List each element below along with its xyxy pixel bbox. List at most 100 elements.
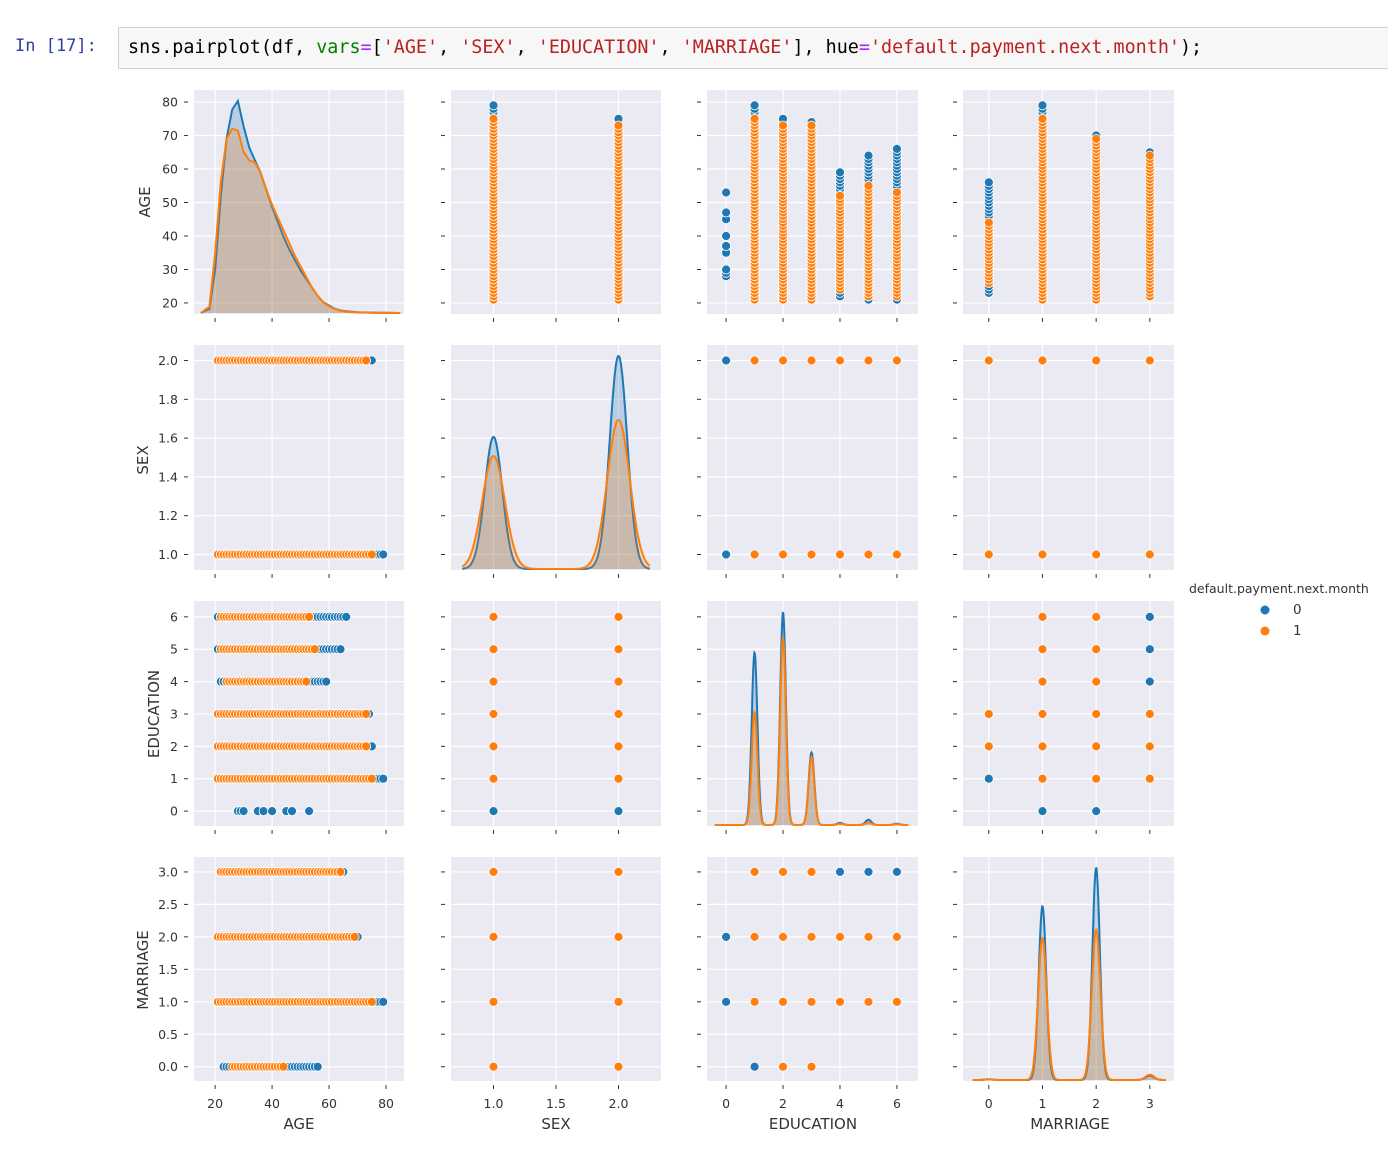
code-token-kw: vars: [316, 37, 361, 58]
scatter-point-class-1: [778, 120, 788, 131]
scatter-point-class-1: [983, 355, 994, 366]
scatter-point-class-0: [341, 612, 352, 622]
scatter-point-class-1: [488, 644, 499, 655]
panel-education-vs-sex: [441, 601, 661, 834]
x-tick-label: 1.0: [484, 1096, 504, 1111]
scatter-point-class-1: [278, 1061, 289, 1072]
panel-age-vs-education: [697, 90, 918, 322]
panel-marriage-vs-age: 20 40 60 80 0.0 0.5 1.0 1.5 2.0 2.5 3.0: [158, 857, 404, 1111]
code-token-str: 'AGE': [382, 37, 439, 58]
y-tick-label: 60: [162, 162, 178, 177]
code-input-cell[interactable]: sns.pairplot(df, vars=['AGE', 'SEX', 'ED…: [118, 27, 1388, 69]
y-tick-label: 2.0: [158, 929, 178, 944]
kde-fill-class-1: [200, 128, 401, 313]
scatter-point-class-1: [613, 120, 624, 131]
panel-background: [963, 345, 1174, 570]
scatter-point-class-1: [1037, 355, 1048, 366]
scatter-point-class-0: [488, 100, 499, 111]
panel-sex-vs-marriage: [953, 345, 1174, 578]
kde-line-class-1: [461, 418, 651, 570]
scatter-point-class-0: [721, 996, 731, 1007]
panel-age-vs-sex: [441, 90, 661, 322]
x-tick-label: 2: [779, 1096, 787, 1111]
scatter-point-class-1: [1037, 741, 1048, 752]
y-tick-label: 1.0: [158, 547, 178, 562]
scatter-point-class-0: [1037, 100, 1048, 111]
kde-fill-class-0: [462, 356, 650, 569]
code-token-op: =: [858, 37, 870, 58]
scatter-point-class-1: [1091, 612, 1102, 622]
scatter-point-class-1: [488, 612, 499, 622]
legend-label-0: 0: [1293, 602, 1302, 618]
scatter-point-class-1: [488, 676, 499, 687]
scatter-point-class-1: [488, 867, 499, 877]
y-tick-label: 70: [162, 128, 178, 143]
scatter-point-class-1: [892, 996, 902, 1007]
scatter-point-class-0: [238, 806, 249, 816]
y-tick-label: 40: [162, 228, 178, 243]
y-tick-label: 5: [170, 642, 178, 657]
scatter-point-class-1: [778, 549, 788, 560]
y-tick-label: 0.5: [158, 1027, 178, 1042]
y-tick-label: 0.0: [158, 1059, 178, 1074]
scatter-point-class-1: [1037, 113, 1048, 124]
kde-line-class-1: [972, 928, 1166, 1081]
x-tick-label: 6: [893, 1096, 901, 1111]
y-tick-label: 2: [170, 739, 178, 754]
x-tick-label: 2.0: [609, 1096, 629, 1111]
x-tick-label: 1.5: [546, 1096, 566, 1111]
scatter-point-class-1: [863, 996, 874, 1007]
kde-line-class-1: [200, 127, 401, 314]
code-token-plain: ], hue: [792, 37, 859, 58]
scatter-point-class-1: [613, 741, 624, 752]
scatter-point-class-0: [721, 549, 731, 560]
scatter-point-class-1: [488, 932, 499, 942]
y-tick-label: 3.0: [158, 864, 178, 879]
scatter-point-class-0: [378, 549, 389, 560]
scatter-point-class-1: [1091, 355, 1102, 366]
x-tick-label: 4: [836, 1096, 844, 1111]
code-token-plain: [: [371, 37, 383, 58]
scatter-point-class-0: [721, 355, 731, 366]
scatter-point-class-1: [613, 1061, 624, 1072]
scatter-point-class-1: [892, 549, 902, 560]
scatter-point-class-0: [378, 773, 389, 784]
scatter-point-class-0: [721, 187, 731, 198]
code-text[interactable]: sns.pairplot(df, vars=['AGE', 'SEX', 'ED…: [128, 37, 1202, 58]
scatter-point-class-1: [613, 709, 624, 719]
scatter-point-class-1: [835, 996, 845, 1007]
x-tick-label: 80: [378, 1096, 394, 1111]
code-token-plain: );: [1179, 37, 1203, 58]
y-tick-label: 1: [170, 771, 178, 786]
y-tick-label: 1.6: [158, 431, 178, 446]
scatter-point-class-1: [1144, 773, 1155, 784]
scatter-point-class-1: [863, 549, 874, 560]
x-axis-label-sex: SEX: [541, 1115, 570, 1133]
scatter-point-class-1: [366, 549, 377, 560]
scatter-point-class-1: [983, 709, 994, 719]
scatter-point-class-0: [1144, 644, 1155, 655]
cell-prompt: In [17]:: [15, 36, 97, 56]
scatter-point-class-0: [835, 167, 845, 178]
scatter-point-class-0: [863, 150, 874, 161]
scatter-point-class-1: [488, 1061, 499, 1072]
legend-marker-0: [1260, 605, 1270, 615]
legend: default.payment.next.month 0 1: [1189, 581, 1369, 639]
scatter-point-class-1: [806, 867, 817, 877]
scatter-point-class-0: [335, 644, 346, 655]
scatter-point-class-1: [613, 676, 624, 687]
code-token-plain: ,: [438, 37, 461, 58]
scatter-point-class-0: [267, 806, 278, 816]
panel-marriage-vs-education: 0 2 4 6: [697, 857, 918, 1111]
scatter-point-class-1: [1037, 644, 1048, 655]
panel-age-vs-marriage: [953, 90, 1174, 322]
scatter-point-class-0: [835, 867, 845, 877]
panel-age-vs-age: 20 30 40 50 60 70 80: [162, 90, 404, 322]
scatter-point-class-1: [983, 549, 994, 560]
scatter-point-class-1: [835, 190, 845, 201]
scatter-point-class-1: [1144, 355, 1155, 366]
y-tick-label: 50: [162, 195, 178, 210]
y-axis-label-marriage: MARRIAGE: [134, 930, 152, 1010]
panel-sex-vs-sex: [441, 345, 661, 578]
panel-education-vs-marriage: [953, 601, 1174, 834]
